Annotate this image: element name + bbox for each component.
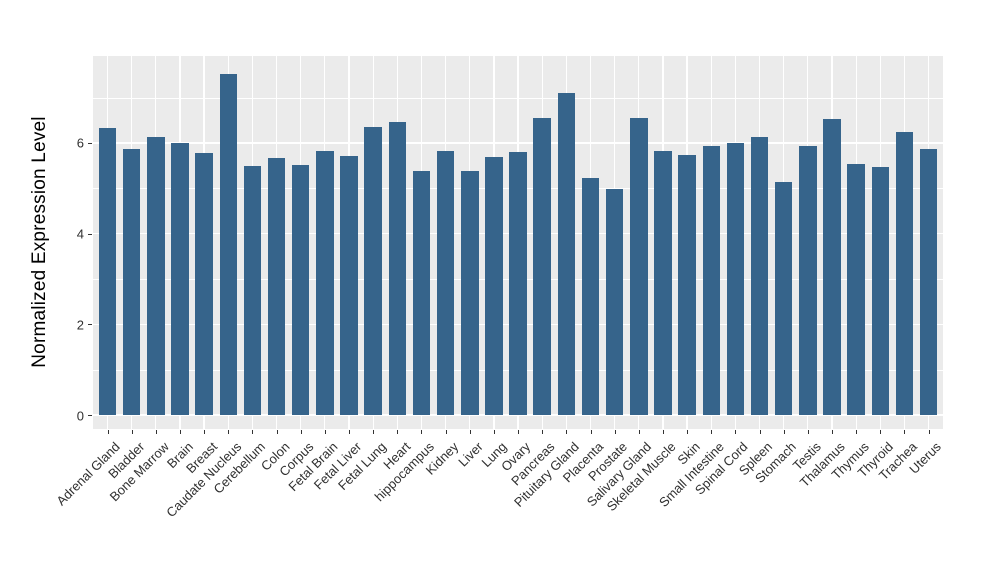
x-tick-mark	[204, 430, 206, 434]
x-tick-mark	[397, 430, 399, 434]
x-tick-mark	[832, 430, 833, 434]
bar-lung	[485, 156, 503, 415]
plot-panel	[93, 56, 943, 429]
bar-heart	[388, 121, 407, 415]
bar-placenta	[581, 178, 600, 415]
x-tick-mark	[300, 430, 302, 434]
bar-spleen	[750, 137, 769, 415]
x-tick-mark	[590, 430, 592, 434]
bar-caudate-nucleus	[219, 73, 237, 415]
bar-bladder	[122, 148, 141, 415]
x-tick-mark	[228, 430, 230, 434]
bar-pancreas	[533, 117, 551, 415]
bar-spinal-cord	[726, 143, 745, 415]
bar-uterus	[919, 149, 938, 415]
bar-hippocampus	[412, 171, 431, 415]
x-tick-mark	[373, 430, 375, 434]
bar-prostate	[605, 189, 624, 415]
bar-thymus	[847, 163, 865, 415]
bar-thyroid	[871, 167, 890, 415]
bar-kidney	[436, 150, 455, 415]
bar-bone-marrow	[147, 136, 165, 415]
x-tick-label-liver: Liver	[454, 439, 486, 470]
bar-adrenal-gland	[98, 128, 117, 415]
x-tick-mark	[614, 430, 616, 434]
x-tick-mark	[928, 430, 930, 434]
y-tick-label-6: 6	[76, 135, 84, 151]
x-tick-mark	[252, 430, 254, 434]
bar-stomach	[774, 181, 793, 415]
x-tick-mark	[759, 430, 761, 434]
bar-thalamus	[823, 119, 841, 415]
x-tick-mark	[904, 430, 906, 434]
bar-cerebellum	[243, 165, 262, 415]
x-tick-mark	[445, 430, 447, 434]
x-tick-mark	[493, 430, 495, 434]
x-tick-mark	[276, 430, 278, 434]
bar-ovary	[509, 152, 527, 415]
bar-skeletal-muscle	[654, 151, 672, 415]
y-tick-mark-2	[88, 324, 92, 326]
y-tick-mark-0	[88, 415, 92, 416]
bar-breast	[195, 152, 213, 415]
bar-corpus	[291, 164, 310, 415]
x-tick-mark	[324, 430, 326, 434]
x-tick-mark	[542, 430, 544, 434]
x-tick-mark	[179, 430, 181, 434]
bar-testis	[799, 145, 817, 415]
x-tick-mark	[107, 430, 109, 434]
x-tick-mark	[566, 430, 568, 434]
x-tick-mark	[131, 430, 133, 434]
bar-trachea	[895, 132, 914, 415]
x-tick-mark	[880, 430, 882, 434]
x-tick-mark	[518, 430, 520, 434]
x-tick-mark	[687, 430, 689, 434]
y-axis-title-text: Normalized Expression Level	[29, 116, 50, 368]
y-tick-label-0: 0	[76, 408, 84, 423]
x-tick-mark	[469, 430, 471, 434]
x-tick-mark	[735, 430, 737, 434]
x-tick-mark	[662, 430, 664, 434]
x-tick-mark	[856, 430, 858, 434]
x-tick-mark	[711, 430, 713, 434]
x-tick-mark	[349, 430, 350, 434]
bar-salivary-gland	[630, 117, 648, 415]
x-tick-mark	[421, 430, 423, 434]
bar-liver	[461, 171, 479, 415]
bar-brain	[171, 142, 189, 415]
bar-colon	[267, 157, 286, 415]
x-tick-mark	[155, 430, 157, 434]
bar-small-intestine	[702, 146, 720, 415]
bar-fetal-liver	[340, 155, 358, 415]
bar-fetal-lung	[364, 127, 382, 415]
y-tick-mark-4	[88, 233, 92, 235]
y-tick-label-4: 4	[76, 226, 84, 242]
y-tick-mark-6	[88, 142, 92, 144]
bar-fetal-brain	[316, 150, 334, 415]
x-tick-mark	[807, 430, 809, 434]
bar-skin	[678, 154, 696, 415]
y-tick-label-2: 2	[76, 317, 84, 333]
x-tick-mark	[638, 430, 640, 434]
x-tick-mark	[783, 430, 785, 434]
bar-pituitary-gland	[557, 93, 576, 415]
